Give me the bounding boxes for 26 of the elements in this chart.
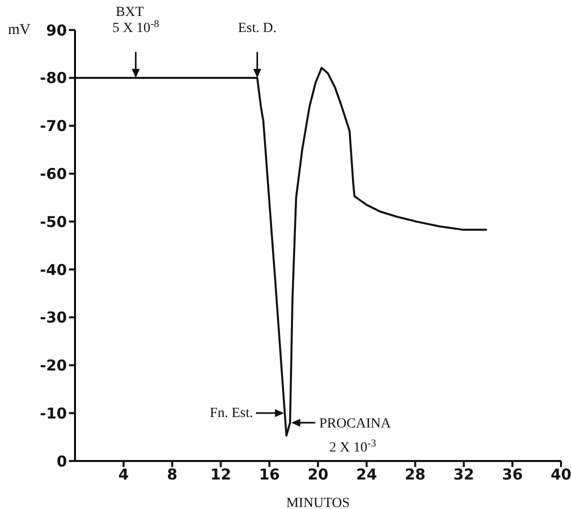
x-tick-label: 20 (308, 466, 328, 484)
x-tick-label: 8 (166, 466, 178, 484)
y-tick-label: -40 (40, 260, 67, 279)
y-tick-label: -50 (40, 212, 67, 231)
y-tick-label: -70 (40, 117, 67, 136)
x-tick-label: 36 (502, 466, 523, 484)
x-tick-label: 24 (356, 466, 378, 484)
x-axis-title: MINUTOS (286, 496, 350, 509)
y-tick-label: -10 (40, 404, 67, 422)
y-tick-label: 0 (56, 452, 67, 470)
x-tick-label: 12 (210, 466, 232, 484)
annotation: Fn. Est. (210, 406, 253, 422)
y-tick-label: -80 (40, 69, 67, 88)
y-axis-title: mV (8, 22, 30, 39)
annotation: PROCAINA 2 X 10$^{-3}$ (319, 416, 392, 456)
x-tick-label: 4 (118, 466, 129, 484)
x-tick-label: 32 (453, 466, 474, 484)
y-tick-label: -60 (40, 164, 67, 183)
y-tick-label: -20 (40, 356, 67, 375)
y-tick-label: -30 (40, 308, 67, 327)
y-tick-label: 90 (46, 21, 67, 40)
x-tick-label: 40 (550, 466, 571, 484)
x-tick-label: 28 (404, 466, 426, 484)
annotation: BXT 5 X 10$^{-8}$ (112, 4, 160, 36)
annotation: Est. D. (238, 20, 276, 36)
x-tick-label: 16 (258, 466, 280, 484)
